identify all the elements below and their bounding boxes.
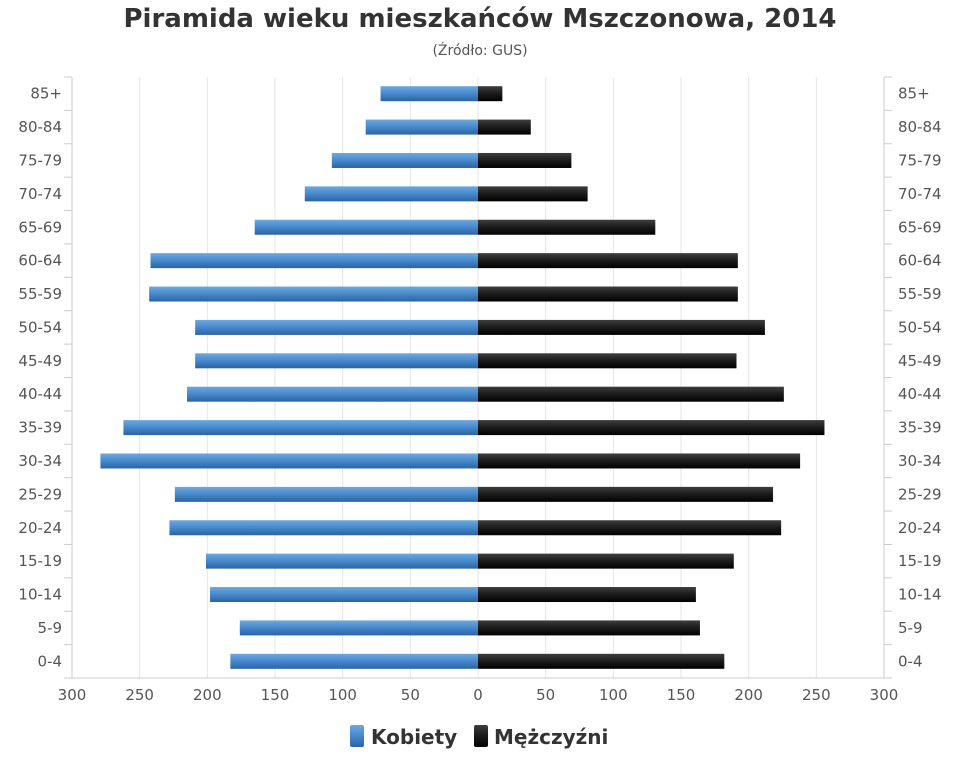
bar-kobiety[interactable]: [169, 520, 478, 536]
bar-kobiety[interactable]: [230, 653, 478, 669]
bar-kobiety[interactable]: [100, 453, 479, 469]
bar-layer: [100, 86, 825, 669]
y-tick-label-left: 5-9: [38, 619, 63, 637]
bar-kobiety[interactable]: [195, 353, 479, 369]
y-tick-label-right: 70-74: [898, 185, 942, 203]
y-tick-label-left: 65-69: [18, 218, 62, 236]
y-tick-label-left: 75-79: [18, 151, 62, 169]
y-tick-label-right: 65-69: [898, 218, 942, 236]
bar-kobiety[interactable]: [149, 286, 478, 302]
bar-kobiety[interactable]: [195, 319, 479, 335]
bar-mezczyzni[interactable]: [478, 520, 782, 536]
bar-kobiety[interactable]: [174, 486, 478, 502]
x-tick-label: 150: [667, 686, 696, 704]
bar-kobiety[interactable]: [205, 553, 479, 569]
y-tick-label-right: 35-39: [898, 419, 942, 437]
bar-mezczyzni[interactable]: [478, 119, 531, 135]
y-tick-label-right: 5-9: [898, 619, 923, 637]
x-tick-label: 100: [599, 686, 628, 704]
y-tick-label-right: 55-59: [898, 285, 942, 303]
bar-mezczyzni[interactable]: [478, 653, 725, 669]
bar-mezczyzni[interactable]: [478, 253, 738, 269]
bar-mezczyzni[interactable]: [478, 587, 696, 603]
bar-kobiety[interactable]: [187, 386, 479, 402]
bar-mezczyzni[interactable]: [478, 319, 765, 335]
bar-mezczyzni[interactable]: [478, 353, 737, 369]
bar-mezczyzni[interactable]: [478, 386, 784, 402]
bar-mezczyzni[interactable]: [478, 86, 503, 102]
bar-mezczyzni[interactable]: [478, 553, 734, 569]
bar-kobiety[interactable]: [331, 152, 478, 168]
bar-mezczyzni[interactable]: [478, 152, 572, 168]
y-tick-label-right: 25-29: [898, 485, 942, 503]
bar-kobiety[interactable]: [304, 186, 478, 202]
y-tick-label-right: 60-64: [898, 252, 942, 270]
bar-mezczyzni[interactable]: [478, 286, 738, 302]
bar-kobiety[interactable]: [150, 253, 478, 269]
y-tick-label-right: 40-44: [898, 385, 942, 403]
y-tick-label-left: 55-59: [18, 285, 62, 303]
x-tick-label: 50: [536, 686, 555, 704]
x-tick-label: 250: [125, 686, 154, 704]
x-tick-label: 300: [870, 686, 899, 704]
x-tick-label: 100: [328, 686, 357, 704]
y-tick-label-right: 30-34: [898, 452, 942, 470]
bar-kobiety[interactable]: [254, 219, 478, 235]
chart-title: Piramida wieku mieszkańców Mszczonowa, 2…: [123, 4, 837, 34]
y-tick-label-left: 60-64: [18, 252, 62, 270]
y-tick-label-left: 85+: [30, 85, 62, 103]
bar-kobiety[interactable]: [380, 86, 478, 102]
y-tick-label-right: 0-4: [898, 652, 923, 670]
y-tick-label-right: 45-49: [898, 352, 942, 370]
y-tick-label-right: 15-19: [898, 552, 942, 570]
x-tick-label: 200: [734, 686, 763, 704]
bar-kobiety[interactable]: [210, 587, 479, 603]
y-tick-label-left: 80-84: [18, 118, 62, 136]
bar-mezczyzni[interactable]: [478, 186, 588, 202]
x-tick-label: 250: [802, 686, 831, 704]
y-tick-label-left: 20-24: [18, 519, 62, 537]
bar-mezczyzni[interactable]: [478, 420, 825, 436]
y-tick-label-left: 40-44: [18, 385, 62, 403]
x-tick-label: 0: [473, 686, 483, 704]
y-tick-label-right: 50-54: [898, 318, 942, 336]
legend-label-kobiety[interactable]: Kobiety: [371, 725, 457, 749]
y-tick-label-left: 45-49: [18, 352, 62, 370]
y-tick-label-right: 75-79: [898, 151, 942, 169]
x-tick-label: 200: [193, 686, 222, 704]
legend-swatch-mezczyzni[interactable]: [474, 725, 488, 747]
x-tick-label: 300: [58, 686, 87, 704]
y-tick-label-right: 20-24: [898, 519, 942, 537]
legend[interactable]: Kobiety Mężczyźni: [350, 725, 608, 749]
y-tick-label-right: 10-14: [898, 586, 942, 604]
legend-label-mezczyzni[interactable]: Mężczyźni: [494, 725, 608, 749]
y-tick-label-left: 25-29: [18, 485, 62, 503]
y-tick-label-right: 80-84: [898, 118, 942, 136]
chart-subtitle: (Źródło: GUS): [432, 43, 528, 59]
bar-kobiety[interactable]: [365, 119, 478, 135]
y-tick-label-right: 85+: [898, 85, 930, 103]
bar-mezczyzni[interactable]: [478, 486, 774, 502]
x-tick-label: 150: [261, 686, 290, 704]
bar-mezczyzni[interactable]: [478, 219, 656, 235]
y-tick-label-left: 35-39: [18, 419, 62, 437]
x-tick-label: 50: [401, 686, 420, 704]
y-tick-label-left: 50-54: [18, 318, 62, 336]
bar-mezczyzni[interactable]: [478, 453, 801, 469]
axis-layer: 300 250 200 150 100 50 0 50 100 150 200 250 300 85+ 85…: [18, 76, 942, 704]
y-tick-label-left: 0-4: [38, 652, 63, 670]
bar-kobiety[interactable]: [239, 620, 478, 636]
y-tick-label-left: 15-19: [18, 552, 62, 570]
y-tick-label-left: 70-74: [18, 185, 62, 203]
y-tick-label-left: 30-34: [18, 452, 62, 470]
y-tick-label-left: 10-14: [18, 586, 62, 604]
bar-kobiety[interactable]: [123, 420, 478, 436]
legend-swatch-kobiety[interactable]: [350, 725, 364, 747]
bar-mezczyzni[interactable]: [478, 620, 700, 636]
